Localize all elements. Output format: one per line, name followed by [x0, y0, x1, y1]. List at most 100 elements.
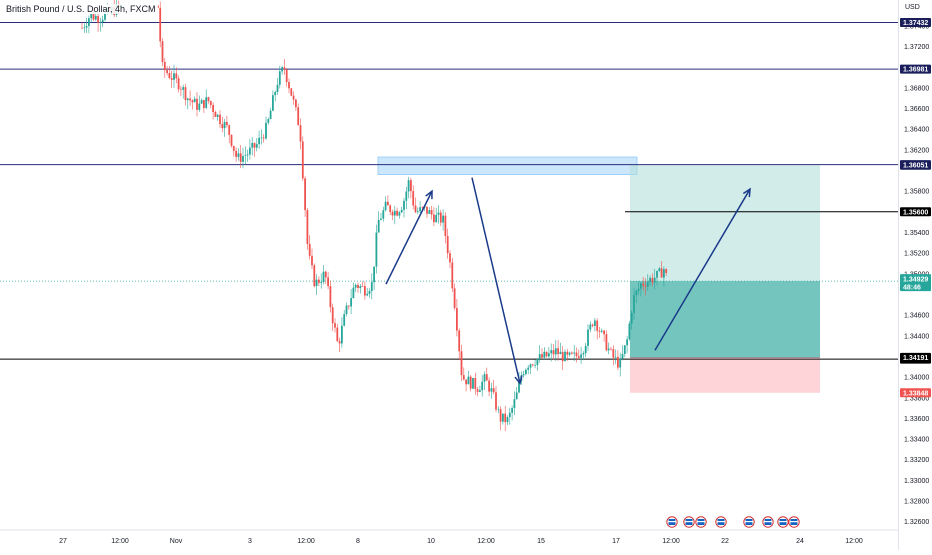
candle-body [370, 282, 373, 292]
candle-body [594, 320, 596, 326]
y-tick-label: 1.34400 [904, 333, 929, 340]
candle-body [416, 211, 419, 213]
candle-body [554, 348, 557, 355]
trend-arrow-head-1 [425, 189, 433, 200]
economic-events[interactable] [666, 516, 800, 528]
candle-body [490, 388, 493, 392]
y-tick-label: 1.34600 [904, 313, 929, 320]
candle-body [426, 206, 428, 214]
candle-body [538, 354, 541, 359]
candle-body [173, 73, 175, 80]
candle-body [209, 101, 212, 105]
candle-body [352, 287, 355, 299]
candle-body [168, 73, 171, 79]
candle-body [656, 270, 658, 278]
candle-body [163, 62, 166, 71]
candle-body [628, 323, 631, 340]
candle-body [373, 266, 375, 283]
candle-body [198, 103, 201, 110]
event-flag-stripe [745, 521, 753, 523]
event-flag-stripe [790, 521, 798, 523]
candle-body [407, 180, 410, 192]
candle-body [559, 351, 562, 355]
candle-body [101, 19, 104, 23]
candle-body [600, 330, 603, 332]
candle-body [251, 143, 254, 148]
event-flag-stripe [779, 521, 787, 523]
candle-body [630, 313, 633, 324]
candle-body [244, 155, 247, 157]
candle-body [315, 279, 318, 287]
event-flag-stripe [685, 521, 693, 523]
y-tick-label: 1.37200 [904, 44, 929, 51]
candle-body [90, 13, 93, 19]
candle-body [398, 212, 401, 216]
candle-body [465, 379, 467, 385]
candle-body [341, 325, 343, 344]
candle-body [281, 67, 283, 72]
candle-body [582, 353, 585, 355]
candle-body [460, 351, 463, 376]
candle-body [334, 323, 336, 328]
candle-body [177, 78, 180, 90]
y-tick-label: 1.36800 [904, 85, 929, 92]
candle-body [536, 358, 539, 366]
candle-body [511, 408, 513, 413]
candle-body [249, 147, 251, 155]
candle-body [216, 114, 219, 117]
candle-body [161, 41, 164, 63]
candle-body [159, 7, 162, 42]
candle-body [619, 358, 622, 368]
candle-body [566, 351, 569, 355]
candle-body [474, 378, 477, 390]
supply-zone [377, 156, 638, 176]
candle-body [522, 374, 525, 376]
candle-body [232, 145, 235, 151]
candle-body [272, 95, 274, 111]
candle-body [502, 413, 504, 422]
trend-arrow-2 [471, 177, 521, 384]
candle-body [644, 285, 647, 287]
countdown-label: 48:46 [903, 285, 921, 292]
candle-body [361, 285, 364, 287]
y-tick-label: 1.35200 [904, 251, 929, 258]
candle-body [412, 191, 415, 206]
trend-arrow-head-3 [742, 187, 751, 198]
y-tick-label: 1.33000 [904, 478, 929, 485]
candle-body [292, 95, 295, 100]
candle-body [290, 88, 293, 96]
candle-body [170, 78, 173, 80]
event-flag-stripe [668, 521, 676, 523]
candle-body [527, 367, 530, 370]
candle-body [646, 281, 649, 287]
y-tick-label: 1.33800 [904, 395, 929, 402]
candle-body [99, 22, 102, 23]
candle-body [186, 98, 189, 101]
candle-body [318, 279, 320, 283]
candle-body [327, 277, 329, 287]
y-tick-label: 1.33400 [904, 437, 929, 444]
candle-body [384, 201, 387, 211]
candle-body [497, 409, 500, 410]
candle-body [311, 255, 313, 266]
candle-body [97, 15, 99, 23]
symbol-title[interactable]: British Pound / U.S. Dollar, 4h, FXCM [4, 4, 158, 14]
candle-body [626, 339, 628, 346]
x-tick-label: 8 [356, 538, 360, 545]
price-axis-panel[interactable]: 1.374001.372001.368001.366001.364001.362… [898, 0, 932, 550]
y-tick-label: 1.32800 [904, 499, 929, 506]
x-tick-label: Nov [170, 538, 183, 545]
y-tick-label: 1.36400 [904, 127, 929, 134]
candle-body [81, 27, 83, 29]
candle-body [324, 271, 327, 278]
candle-body [92, 13, 95, 20]
candle-body [564, 351, 566, 362]
candle-body [278, 71, 281, 85]
candle-body [242, 156, 244, 162]
candle-body [304, 178, 306, 211]
event-flag-icon [666, 516, 678, 528]
candle-body [267, 119, 270, 123]
zones-layer [377, 156, 820, 393]
y-tick-label: 1.34000 [904, 375, 929, 382]
